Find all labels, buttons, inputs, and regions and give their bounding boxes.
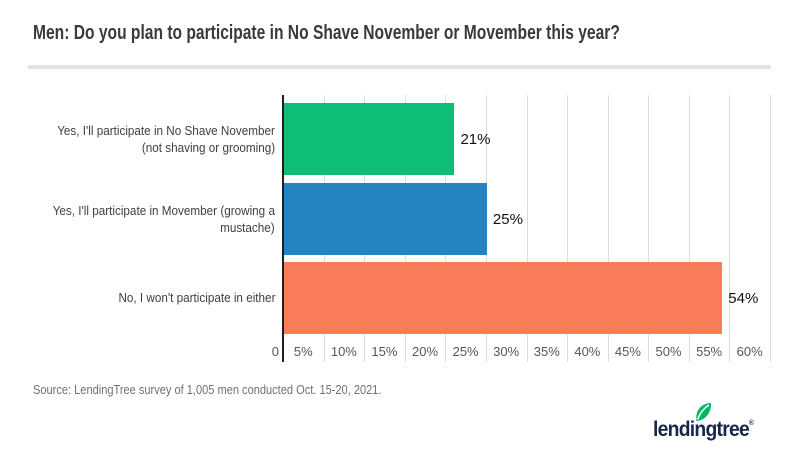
gridline bbox=[770, 95, 771, 362]
category-axis-labels: Yes, I'll participate in No Shave Novemb… bbox=[15, 95, 275, 362]
bar-value-label: 25% bbox=[492, 210, 523, 228]
x-tick-label: 50% bbox=[655, 344, 682, 359]
x-tick-label: 25% bbox=[452, 344, 479, 359]
bar bbox=[284, 183, 487, 255]
bar-value-label: 54% bbox=[728, 289, 759, 307]
category-label-line: Yes, I'll participate in No Shave Novemb… bbox=[57, 122, 275, 138]
x-tick-label: 35% bbox=[533, 344, 560, 359]
gridline bbox=[526, 95, 528, 362]
category-label-line: mustache) bbox=[220, 220, 275, 235]
category-label-line: (not shaving or grooming) bbox=[141, 140, 275, 155]
bar bbox=[284, 103, 455, 175]
gridline bbox=[648, 95, 650, 362]
chart-title: Men: Do you plan to participate in No Sh… bbox=[33, 22, 620, 44]
x-tick-label: 40% bbox=[574, 344, 601, 359]
category-label: Yes, I'll participate in Movember (growi… bbox=[15, 183, 275, 255]
x-tick-label: 0 bbox=[271, 344, 279, 359]
x-tick-label: 60% bbox=[736, 344, 763, 359]
title-divider bbox=[28, 65, 771, 69]
gridline bbox=[688, 95, 690, 362]
logo-wordmark-text: lendingtree bbox=[653, 418, 750, 441]
x-tick-label: 20% bbox=[412, 344, 439, 359]
gridline bbox=[567, 95, 569, 362]
logo-wordmark: lendingtree® bbox=[653, 418, 754, 442]
plot-area: 0 5% 10% 15% 20% 25% 30% 35% 40% 45% 50% 55% 60% 21% 2… bbox=[272, 95, 771, 362]
x-tick-label: 30% bbox=[493, 344, 520, 359]
x-tick-label: 10% bbox=[330, 344, 357, 359]
category-label-line: Yes, I'll participate in Movember (growi… bbox=[52, 202, 275, 218]
x-tick-label: 15% bbox=[371, 344, 398, 359]
leaf-icon bbox=[694, 402, 712, 427]
category-label-line: No, I won't participate in either bbox=[117, 290, 275, 306]
bar-value-label: 21% bbox=[460, 130, 491, 148]
x-tick-label: 5% bbox=[293, 344, 313, 359]
lendingtree-logo: lendingtree® bbox=[653, 402, 773, 444]
source-note: Source: LendingTree survey of 1,005 men … bbox=[33, 382, 382, 397]
category-label: No, I won't participate in either bbox=[15, 262, 275, 334]
x-tick-label: 55% bbox=[696, 344, 723, 359]
bar-chart: Yes, I'll participate in No Shave Novemb… bbox=[15, 95, 771, 362]
category-label: Yes, I'll participate in No Shave Novemb… bbox=[15, 103, 275, 175]
y-axis-line bbox=[282, 95, 284, 362]
gridline bbox=[729, 95, 731, 362]
x-tick-label: 45% bbox=[614, 344, 641, 359]
gridline bbox=[607, 95, 609, 362]
bar bbox=[284, 262, 723, 334]
registered-trademark: ® bbox=[749, 420, 754, 427]
